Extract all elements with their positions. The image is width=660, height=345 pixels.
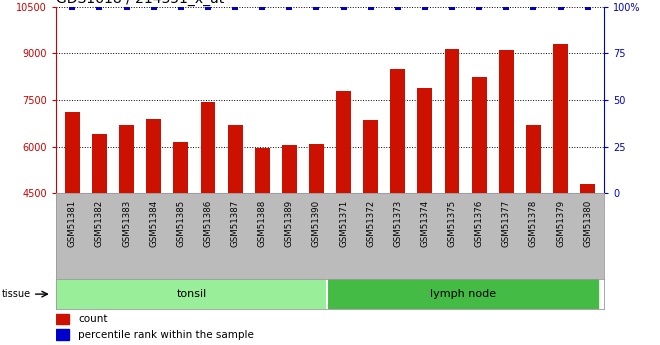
Text: GSM51387: GSM51387	[230, 200, 240, 247]
Point	[339, 4, 349, 10]
Bar	[282, 145, 297, 193]
Point	[528, 4, 539, 10]
Text: GSM51375: GSM51375	[447, 200, 457, 247]
Text: tonsil: tonsil	[177, 289, 207, 299]
Text: GSM51373: GSM51373	[393, 200, 403, 247]
Text: GSM51371: GSM51371	[339, 200, 348, 247]
Bar	[327, 279, 599, 309]
Point	[555, 4, 566, 10]
Point	[474, 4, 484, 10]
Text: GDS1618 / 214351_x_at: GDS1618 / 214351_x_at	[56, 0, 224, 6]
Bar	[147, 119, 161, 193]
Text: GSM51377: GSM51377	[502, 200, 511, 247]
Point	[67, 4, 78, 10]
Bar	[228, 125, 242, 193]
Bar	[174, 142, 188, 193]
Point	[582, 4, 593, 10]
Bar	[363, 120, 378, 193]
Bar	[56, 314, 69, 324]
Point	[366, 4, 376, 10]
Text: tissue: tissue	[2, 289, 31, 299]
Point	[501, 4, 512, 10]
Bar	[390, 69, 405, 193]
Text: GSM51383: GSM51383	[122, 200, 131, 247]
Text: GSM51385: GSM51385	[176, 200, 185, 247]
Bar	[418, 88, 432, 193]
Text: count: count	[78, 314, 108, 324]
Bar	[445, 49, 459, 193]
Point	[257, 4, 267, 10]
Point	[447, 4, 457, 10]
Bar	[119, 125, 134, 193]
Bar	[336, 91, 351, 193]
Bar	[201, 102, 215, 193]
Point	[420, 4, 430, 10]
Point	[393, 4, 403, 10]
Text: GSM51378: GSM51378	[529, 200, 538, 247]
Text: GSM51388: GSM51388	[257, 200, 267, 247]
Bar	[526, 125, 541, 193]
Text: GSM51390: GSM51390	[312, 200, 321, 247]
Text: GSM51384: GSM51384	[149, 200, 158, 247]
Bar	[580, 184, 595, 193]
Text: GSM51389: GSM51389	[285, 200, 294, 247]
Text: GSM51379: GSM51379	[556, 200, 565, 247]
Text: GSM51374: GSM51374	[420, 200, 430, 247]
Text: GSM51380: GSM51380	[583, 200, 592, 247]
Text: GSM51372: GSM51372	[366, 200, 375, 247]
Bar	[472, 77, 486, 193]
Point	[284, 4, 294, 10]
Text: GSM51381: GSM51381	[68, 200, 77, 247]
Bar	[56, 329, 69, 340]
Bar	[65, 112, 80, 193]
Text: lymph node: lymph node	[430, 289, 496, 299]
Point	[121, 4, 132, 10]
Point	[230, 4, 240, 10]
Point	[311, 4, 321, 10]
Bar	[499, 50, 513, 193]
Point	[148, 4, 159, 10]
Bar	[553, 44, 568, 193]
Bar	[309, 144, 324, 193]
Text: GSM51386: GSM51386	[203, 200, 213, 247]
Point	[203, 4, 213, 10]
Text: GSM51376: GSM51376	[475, 200, 484, 247]
Bar	[56, 279, 327, 309]
Point	[176, 4, 186, 10]
Bar	[92, 134, 107, 193]
Text: GSM51382: GSM51382	[95, 200, 104, 247]
Point	[94, 4, 105, 10]
Text: percentile rank within the sample: percentile rank within the sample	[78, 330, 254, 340]
Bar	[255, 148, 270, 193]
